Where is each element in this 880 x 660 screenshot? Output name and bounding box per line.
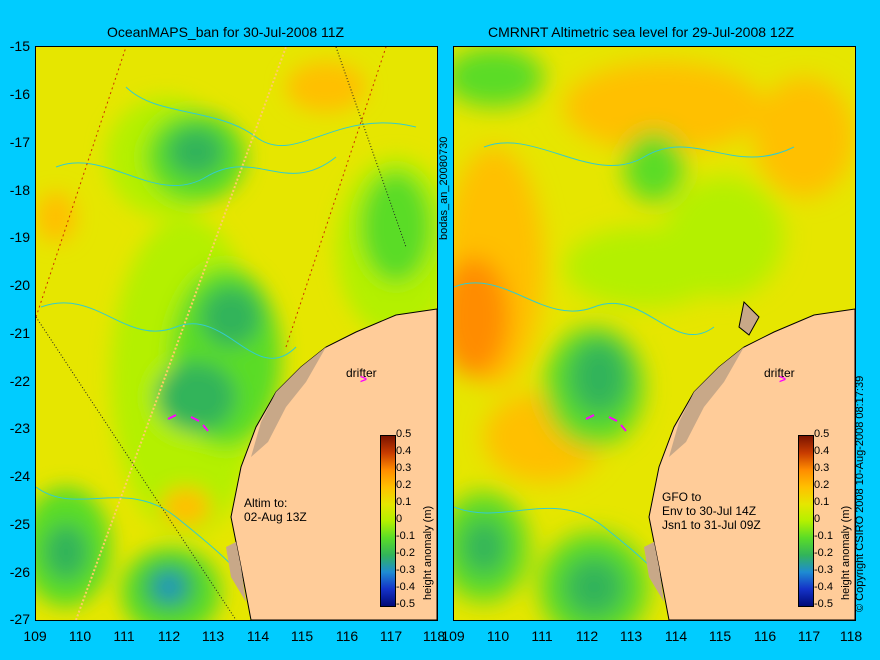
lon-label: 110 <box>486 628 510 644</box>
lat-label: -25 <box>9 516 30 532</box>
colorbar-tick-label: -0.4 <box>396 581 415 593</box>
lon-label: 116 <box>335 628 359 644</box>
colorbar-tick-label: -0.4 <box>814 581 833 593</box>
lat-label: -26 <box>9 564 30 580</box>
annotation-line: Jsn1 to 31-Jul 09Z <box>662 518 761 532</box>
lon-label: 117 <box>379 628 403 644</box>
lat-label: -22 <box>9 373 30 389</box>
copyright-label: © Copyright CSIRO 2008 10-Aug-2008 08:17… <box>854 375 866 612</box>
right-colorbar <box>798 435 814 607</box>
lat-label: -15 <box>9 38 30 54</box>
lon-label: 115 <box>290 628 314 644</box>
lon-label: 113 <box>201 628 225 644</box>
colorbar-tick-label: 0.1 <box>814 496 830 508</box>
lon-label: 116 <box>753 628 777 644</box>
colorbar-tick-label: -0.1 <box>396 530 415 542</box>
lat-label: -24 <box>9 468 30 484</box>
colorbar-tick-label: 0.1 <box>396 496 412 508</box>
drifter-label: drifter <box>346 366 377 380</box>
colorbar-tick-label: -0.5 <box>396 598 415 610</box>
colorbar-tick-label: -0.5 <box>814 598 833 610</box>
analysis-id-label: bodas_an_20080730 <box>438 136 450 240</box>
lon-label: 118 <box>422 628 446 644</box>
lon-label: 114 <box>246 628 270 644</box>
lat-label: -16 <box>9 86 30 102</box>
drifter-arrow-icon: > <box>360 372 368 386</box>
colorbar-tick-label: 0.2 <box>396 479 412 491</box>
lat-label: -21 <box>9 325 30 341</box>
colorbar-tick-label: 0 <box>396 513 403 525</box>
annotation-line: 02-Aug 13Z <box>244 510 307 524</box>
drifter-label: drifter <box>764 366 795 380</box>
lon-label: 113 <box>619 628 643 644</box>
lon-label: 110 <box>68 628 92 644</box>
right-map[interactable] <box>453 46 856 621</box>
colorbar-tick-label: 0.3 <box>396 462 412 474</box>
left-colorbar-title: height anomaly (m) <box>422 505 434 600</box>
colorbar-tick-label: 0.2 <box>814 479 830 491</box>
right-colorbar-title: height anomaly (m) <box>840 505 852 600</box>
lat-label: -23 <box>9 420 30 436</box>
colorbar-tick-label: -0.2 <box>814 547 833 559</box>
lon-label: 111 <box>531 628 553 644</box>
lat-label: -27 <box>9 611 30 627</box>
colorbar-tick-label: 0.5 <box>396 428 412 440</box>
lon-label: 117 <box>797 628 821 644</box>
colorbar-tick-label: 0.4 <box>396 445 412 457</box>
lon-label: 112 <box>575 628 599 644</box>
drifter-arrow-icon: > <box>779 372 787 386</box>
colorbar-tick-label: -0.1 <box>814 530 833 542</box>
annotation-line: Altim to: <box>244 496 288 510</box>
right-map-annotation: GFO to Env to 30-Jul 14Z Jsn1 to 31-Jul … <box>662 490 761 532</box>
lon-label: 112 <box>157 628 181 644</box>
annotation-line: GFO to <box>662 490 702 504</box>
left-map-title: OceanMAPS_ban for 30-Jul-2008 11Z <box>107 24 345 40</box>
colorbar-tick-label: 0.3 <box>814 462 830 474</box>
colorbar-tick-label: 0.5 <box>814 428 830 440</box>
left-map-annotation: Altim to: 02-Aug 13Z <box>244 496 307 524</box>
lat-label: -19 <box>9 229 30 245</box>
left-map[interactable] <box>35 46 438 621</box>
colorbar-tick-label: 0.4 <box>814 445 830 457</box>
lat-label: -20 <box>9 277 30 293</box>
lon-label: 115 <box>708 628 732 644</box>
lon-label: 114 <box>664 628 688 644</box>
lon-label: 118 <box>839 628 863 644</box>
lon-label: 109 <box>441 628 465 644</box>
lon-label: 111 <box>113 628 135 644</box>
colorbar-tick-label: -0.3 <box>814 564 833 576</box>
colorbar-tick-label: 0 <box>814 513 821 525</box>
colorbar-tick-label: -0.2 <box>396 547 415 559</box>
colorbar-tick-label: -0.3 <box>396 564 415 576</box>
lat-label: -17 <box>9 134 30 150</box>
right-map-title: CMRNRT Altimetric sea level for 29-Jul-2… <box>488 24 795 40</box>
lon-label: 109 <box>23 628 47 644</box>
lat-label: -18 <box>9 182 30 198</box>
left-colorbar <box>380 435 396 607</box>
annotation-line: Env to 30-Jul 14Z <box>662 504 757 518</box>
